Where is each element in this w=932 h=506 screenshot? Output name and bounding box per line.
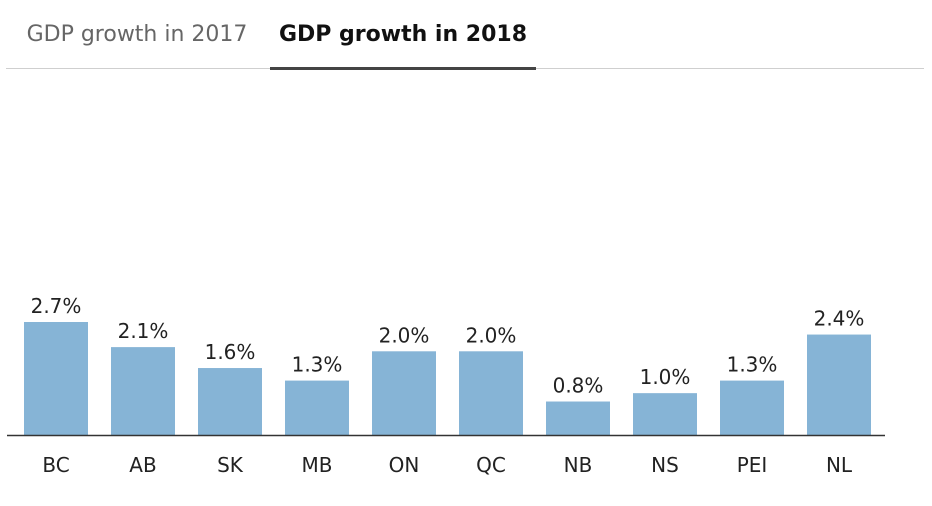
data-label-mb: 1.3% xyxy=(292,353,343,377)
category-label-ns: NS xyxy=(651,453,679,477)
bar-nb[interactable] xyxy=(546,401,610,435)
category-label-bc: BC xyxy=(42,453,69,477)
bar-ns[interactable] xyxy=(633,393,697,435)
bar-bc[interactable] xyxy=(24,322,88,435)
category-label-mb: MB xyxy=(302,453,333,477)
tab-gdp-growth-2018[interactable]: GDP growth in 2018 xyxy=(270,0,536,70)
data-label-ns: 1.0% xyxy=(640,365,691,389)
category-label-nl: NL xyxy=(826,453,853,477)
bar-qc[interactable] xyxy=(459,351,523,435)
data-label-nb: 0.8% xyxy=(553,374,604,398)
bar-mb[interactable] xyxy=(285,380,349,435)
data-label-bc: 2.7% xyxy=(31,294,82,318)
category-label-nb: NB xyxy=(564,453,593,477)
bar-ab[interactable] xyxy=(111,347,175,435)
category-label-ab: AB xyxy=(129,453,156,477)
data-label-sk: 1.6% xyxy=(205,340,256,364)
category-label-sk: SK xyxy=(217,453,244,477)
data-label-ab: 2.1% xyxy=(118,319,169,343)
data-label-nl: 2.4% xyxy=(814,307,865,331)
bar-on[interactable] xyxy=(372,351,436,435)
category-label-on: ON xyxy=(389,453,420,477)
bar-sk[interactable] xyxy=(198,368,262,435)
data-label-pei: 1.3% xyxy=(727,353,778,377)
category-label-qc: QC xyxy=(476,453,506,477)
bar-nl[interactable] xyxy=(807,334,871,435)
tab-gdp-growth-2017[interactable]: GDP growth in 2017 xyxy=(26,22,248,47)
category-label-pei: PEI xyxy=(737,453,768,477)
data-label-qc: 2.0% xyxy=(466,323,517,347)
bar-pei[interactable] xyxy=(720,380,784,435)
data-label-on: 2.0% xyxy=(379,323,430,347)
tab-bar: GDP growth in 2017 GDP growth in 2018 xyxy=(6,0,924,70)
